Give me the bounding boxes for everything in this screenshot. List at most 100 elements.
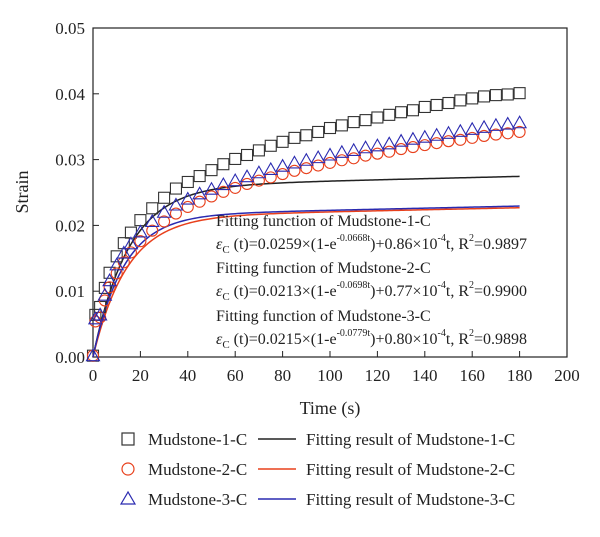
- point-square-1-13: [193, 170, 206, 183]
- point-square-1-28: [371, 111, 384, 124]
- point-triangle-3-26: [346, 142, 362, 156]
- point-square-1-29: [383, 108, 396, 121]
- y-tick-label-2: 0.02: [55, 216, 85, 235]
- point-circle-2-9: [146, 224, 159, 237]
- point-square-1-11: [169, 182, 182, 195]
- point-triangle-3-36: [464, 121, 480, 135]
- point-square-1-27: [359, 114, 372, 127]
- legend-label-mudstone-1: Mudstone-1-C: [148, 430, 247, 449]
- y-tick-label-4: 0.04: [55, 85, 85, 104]
- point-circle-2-28: [371, 147, 384, 160]
- point-circle-2-4: [103, 281, 116, 294]
- fit-curve-3: [92, 205, 520, 358]
- legend-marker-square: [121, 432, 135, 446]
- point-triangle-3-39: [500, 116, 516, 130]
- x-tick-label-0: 0: [89, 366, 98, 385]
- point-circle-2-38: [489, 128, 502, 141]
- annotation-2-title: Fitting function of Mudstone-2-C: [216, 260, 431, 277]
- point-triangle-3-37: [476, 119, 492, 133]
- x-tick-label-10: 200: [554, 366, 580, 385]
- point-circle-2-22: [300, 162, 313, 175]
- point-circle-2-24: [323, 156, 337, 169]
- point-circle-2-11: [169, 207, 182, 220]
- point-circle-2-37: [477, 129, 491, 142]
- point-circle-2-39: [501, 127, 514, 140]
- point-square-1-10: [158, 191, 171, 204]
- point-square-1-23: [312, 125, 325, 139]
- point-triangle-3-13: [192, 186, 208, 200]
- legend-label-mudstone-2: Mudstone-2-C: [148, 460, 247, 479]
- point-circle-2-25: [335, 154, 348, 167]
- point-circle-2-12: [181, 200, 194, 214]
- x-axis-title: Time (s): [300, 398, 361, 419]
- point-triangle-3-14: [204, 181, 219, 195]
- point-triangle-3-17: [239, 169, 255, 183]
- legend-marker-triangle: [119, 490, 137, 505]
- point-square-1-33: [430, 98, 443, 112]
- point-triangle-3-11: [168, 197, 184, 211]
- point-circle-2-29: [383, 145, 396, 158]
- point-triangle-3-10: [156, 204, 172, 218]
- point-triangle-3-1: [87, 311, 103, 325]
- point-triangle-3-28: [369, 138, 385, 152]
- point-square-1-34: [442, 96, 455, 110]
- x-tick-label-6: 120: [365, 366, 391, 385]
- point-square-1-12: [181, 175, 194, 189]
- point-square-1-30: [395, 106, 408, 119]
- point-square-1-24: [323, 121, 337, 135]
- point-circle-2-40: [513, 125, 526, 139]
- point-triangle-3-30: [393, 133, 409, 147]
- point-square-1-17: [241, 148, 254, 162]
- point-square-1-16: [229, 152, 242, 165]
- point-circle-2-15: [217, 185, 230, 198]
- point-triangle-3-24: [322, 147, 338, 161]
- point-circle-2-5: [110, 267, 123, 280]
- point-triangle-3-22: [298, 152, 314, 166]
- y-tick-label-1: 0.01: [55, 282, 85, 301]
- point-square-1-14: [205, 164, 218, 177]
- point-circle-2-31: [406, 141, 420, 154]
- x-tick-label-1: 20: [132, 366, 149, 385]
- point-circle-2-16: [229, 181, 242, 194]
- point-square-1-31: [406, 104, 420, 117]
- legend-label-fit-2: Fitting result of Mudstone-2-C: [306, 460, 515, 479]
- point-circle-2-34: [442, 135, 455, 148]
- point-triangle-3-29: [381, 136, 397, 150]
- point-triangle-3-35: [452, 123, 468, 137]
- y-axis-title: Strain: [12, 171, 32, 214]
- point-circle-2-7: [124, 246, 137, 259]
- point-triangle-3-15: [215, 176, 231, 191]
- point-triangle-3-5: [109, 257, 125, 271]
- point-triangle-3-12: [180, 191, 196, 205]
- annotation-3-equation: εC (t)=0.0215×(1-e-0.0779t)+0.80×10-4t, …: [216, 328, 527, 351]
- point-triangle-3-7: [123, 236, 139, 250]
- x-tick-label-5: 100: [317, 366, 343, 385]
- point-circle-2-30: [395, 143, 408, 156]
- point-triangle-3-31: [405, 131, 421, 145]
- fit-curve-1: [92, 175, 520, 358]
- point-circle-2-36: [466, 131, 479, 144]
- annotation-1-title: Fitting function of Mudstone-1-C: [216, 213, 431, 230]
- annotation-2-equation: εC (t)=0.0213×(1-e-0.0698t)+0.77×10-4t, …: [216, 280, 527, 303]
- x-tick-label-3: 60: [227, 366, 244, 385]
- x-tick-label-9: 180: [507, 366, 533, 385]
- point-circle-2-32: [418, 139, 431, 152]
- point-square-1-18: [252, 144, 265, 157]
- y-tick-label-3: 0.03: [55, 151, 85, 170]
- x-tick-label-2: 40: [179, 366, 196, 385]
- point-square-1-6: [117, 237, 130, 250]
- x-tick-label-7: 140: [412, 366, 438, 385]
- point-circle-2-33: [430, 137, 443, 150]
- point-circle-2-14: [205, 190, 218, 203]
- point-circle-2-20: [276, 168, 289, 181]
- point-circle-2-26: [347, 152, 360, 165]
- point-circle-2-13: [193, 195, 206, 208]
- x-tick-label-4: 80: [274, 366, 291, 385]
- point-triangle-3-25: [334, 144, 350, 158]
- point-square-1-15: [217, 158, 230, 171]
- point-triangle-3-23: [310, 150, 326, 164]
- point-triangle-3-8: [132, 224, 148, 238]
- point-square-1-8: [134, 214, 147, 227]
- point-square-1-21: [288, 131, 301, 144]
